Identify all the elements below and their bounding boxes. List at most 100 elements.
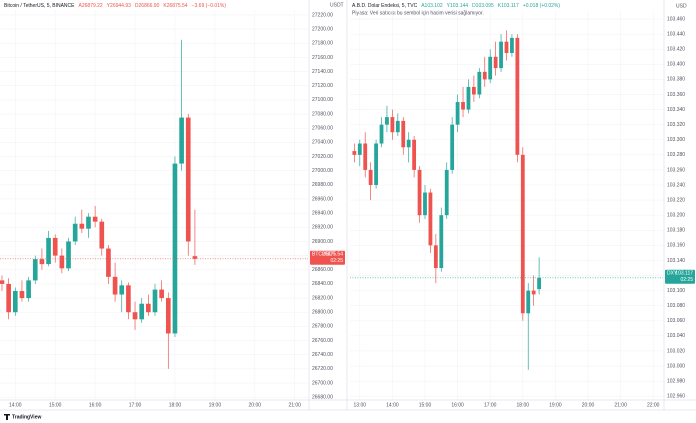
candle-body <box>520 154 525 314</box>
candle-body <box>132 312 138 320</box>
quote-value: D103.095 <box>472 3 494 9</box>
y-tick-label: 102.960 <box>667 394 685 400</box>
y-tick-label: 26840.00 <box>312 281 333 287</box>
legend-header: A.B.D. Dolar Endeksi, 5, TVC A103.102 Y103… <box>352 3 560 9</box>
candle-body <box>363 143 368 170</box>
last-price: 26875.54 <box>322 252 343 258</box>
y-tick-label: 27000.00 <box>312 168 333 174</box>
quote-value: K103.117 <box>498 3 519 9</box>
x-tick-label: 19:00 <box>549 402 562 408</box>
candle-body <box>531 290 536 295</box>
y-tick-label: 103.320 <box>667 122 685 128</box>
note: Piyasa: Veri satıcısı bu sembol için hac… <box>352 10 484 16</box>
last-symbol: DXY <box>667 271 678 277</box>
y-tick-label: 103.440 <box>667 31 685 37</box>
candle-body <box>352 151 357 155</box>
y-tick-label: 103.160 <box>667 243 685 249</box>
x-tick-label: 22:00 <box>647 402 660 408</box>
symbol-title: Bitcoin / TetherUS, 5, BINANCE <box>4 3 75 9</box>
quote-value: Y103.144 <box>447 3 469 9</box>
candle-body <box>92 216 98 222</box>
y-tick-label: 102.980 <box>667 378 685 384</box>
candle-body <box>139 303 145 320</box>
y-tick-label: 26780.00 <box>312 324 333 330</box>
candle-body <box>461 102 465 110</box>
x-tick-label: 18:00 <box>169 402 182 408</box>
candle-body <box>179 117 184 164</box>
y-tick-label: 27160.00 <box>312 55 333 61</box>
x-tick-label: 21:00 <box>288 402 301 408</box>
x-tick-label: 16:00 <box>451 402 464 408</box>
y-tick-label: 26680.00 <box>312 394 333 400</box>
candle-body <box>185 117 191 242</box>
brand: TradingView <box>12 414 41 420</box>
y-tick-label: 103.080 <box>667 303 685 309</box>
quote-value: D26866.90 <box>135 3 160 9</box>
candle-body <box>126 285 131 313</box>
candle-body <box>439 215 444 268</box>
x-tick-label: 19:00 <box>209 402 222 408</box>
last-price-box <box>310 250 345 265</box>
candle-body <box>52 237 58 256</box>
candle-body <box>433 245 438 268</box>
candle-body <box>106 248 111 277</box>
x-tick-label: 21:00 <box>614 402 627 408</box>
y-tick-label: 26920.00 <box>312 225 333 231</box>
candle-body <box>86 216 91 229</box>
candle-body <box>79 223 85 229</box>
y-tick-label: 103.220 <box>667 197 685 203</box>
candle-body <box>455 102 460 125</box>
y-tick-label: 103.380 <box>667 77 685 83</box>
candle-body <box>165 298 171 334</box>
symbol-title: A.B.D. Dolar Endeksi, 5, TVC <box>352 3 418 9</box>
y-tick-label: 26860.00 <box>312 267 333 273</box>
candle-body <box>379 124 384 144</box>
candle-body <box>412 139 417 170</box>
y-tick-label: 27120.00 <box>312 83 333 89</box>
candle-body <box>385 117 389 125</box>
candle-body <box>374 143 378 186</box>
quote-value: −3.69 (−0.01%) <box>192 3 227 9</box>
y-unit: USDT <box>330 2 344 8</box>
y-tick-label: 26940.00 <box>312 210 333 216</box>
candle-body <box>0 280 5 284</box>
candle-body <box>357 143 362 155</box>
y-tick-label: 103.020 <box>667 348 685 354</box>
candle-body <box>510 37 514 53</box>
y-tick-label: 103.060 <box>667 318 685 324</box>
y-tick-label: 103.360 <box>667 92 685 98</box>
candle-body <box>99 221 105 249</box>
candle-body <box>499 41 503 69</box>
countdown: 02:25 <box>330 258 343 264</box>
y-tick-label: 103.200 <box>667 213 685 219</box>
y-tick-label: 103.040 <box>667 333 685 339</box>
y-tick-label: 26960.00 <box>312 196 333 202</box>
y-unit: USD <box>676 3 687 9</box>
candle-body <box>450 124 455 170</box>
quote-value: A26879.22 <box>79 3 103 9</box>
candle-body <box>159 289 164 299</box>
x-tick-label: 15:00 <box>49 402 62 408</box>
candle-body <box>390 117 395 133</box>
y-tick-label: 27060.00 <box>312 126 333 132</box>
y-tick-label: 27140.00 <box>312 69 333 75</box>
candle-body <box>471 86 476 95</box>
candle-body <box>172 163 178 334</box>
candle-body <box>19 290 25 299</box>
y-tick-label: 103.180 <box>667 228 685 234</box>
y-tick-label: 26700.00 <box>312 380 333 386</box>
candle-body <box>401 120 406 148</box>
candle-body <box>6 283 11 313</box>
y-tick-label: 103.000 <box>667 363 685 369</box>
candle-body <box>493 56 498 69</box>
candle-body <box>488 56 493 80</box>
candle-body <box>12 290 18 313</box>
x-tick-label: 17:00 <box>129 402 142 408</box>
candle-body <box>112 276 118 295</box>
quote-value: Y26944.93 <box>107 3 131 9</box>
y-tick-label: 103.140 <box>667 258 685 264</box>
candle-body <box>46 237 51 265</box>
candle-body <box>192 256 198 259</box>
